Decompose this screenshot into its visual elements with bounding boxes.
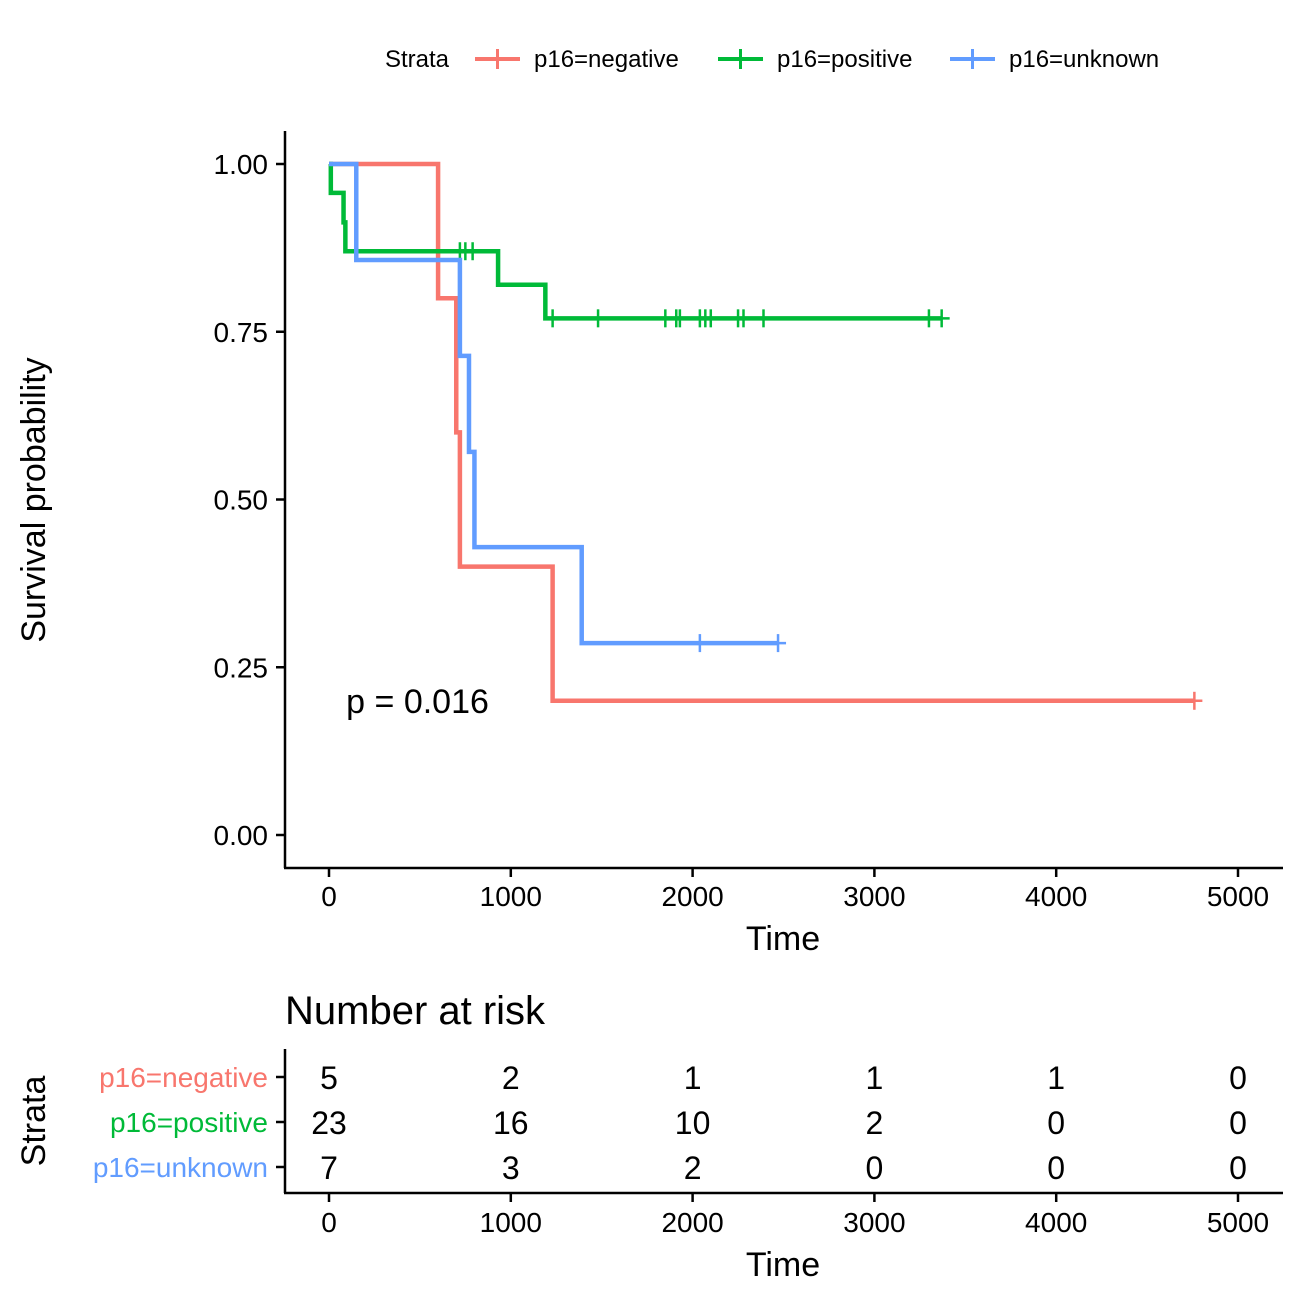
risk-row-label-positive: p16=positive [110, 1107, 268, 1138]
risk-count-unknown: 0 [1229, 1150, 1247, 1186]
x-tick-label: 5000 [1207, 881, 1269, 912]
survival-plot: 0.00 0.25 0.50 0.75 1.00 0 1000 2000 3000 4000 50… [15, 131, 1283, 958]
x-tick-label: 1000 [480, 881, 542, 912]
x-ticks: 0 1000 2000 3000 4000 5000 [321, 868, 1269, 912]
legend-label-negative: p16=negative [534, 46, 679, 73]
legend-entry-unknown: p16=unknown [950, 46, 1159, 73]
risk-count-positive: 23 [311, 1105, 347, 1141]
risk-x-tick-label: 5000 [1207, 1207, 1269, 1238]
risk-count-unknown: 7 [320, 1150, 338, 1186]
risk-count-unknown: 0 [866, 1150, 884, 1186]
risk-y-axis-title: Strata [15, 1076, 53, 1167]
risk-x-ticks: 0 1000 2000 3000 4000 5000 [321, 1193, 1269, 1238]
survival-curves [328, 161, 1203, 710]
legend-entry-positive: p16=positive [718, 46, 912, 73]
risk-count-unknown: 0 [1047, 1150, 1065, 1186]
p-value-annotation: p = 0.016 [346, 683, 489, 721]
risk-x-tick-label: 3000 [843, 1207, 905, 1238]
x-tick-label: 2000 [661, 881, 723, 912]
y-tick-label: 0.50 [214, 485, 269, 516]
risk-x-tick-label: 2000 [661, 1207, 723, 1238]
risk-count-negative: 1 [1047, 1060, 1065, 1096]
y-tick-label: 0.75 [214, 317, 269, 348]
legend-label-positive: p16=positive [777, 46, 912, 73]
risk-x-tick-label: 4000 [1025, 1207, 1087, 1238]
risk-count-negative: 2 [502, 1060, 520, 1096]
legend: Strata p16=negative p16=positive p16=unk… [385, 46, 1159, 73]
y-tick-label: 1.00 [214, 149, 269, 180]
risk-count-negative: 1 [684, 1060, 702, 1096]
legend-label-unknown: p16=unknown [1009, 46, 1159, 73]
legend-title: Strata [385, 46, 450, 73]
km-curve-unknown [329, 161, 779, 646]
risk-count-negative: 5 [320, 1060, 338, 1096]
km-curve-positive [328, 161, 942, 321]
y-axis-title: Survival probability [15, 357, 53, 642]
risk-x-tick-label: 1000 [480, 1207, 542, 1238]
risk-count-positive: 0 [1229, 1105, 1247, 1141]
legend-entry-negative: p16=negative [475, 46, 679, 73]
risk-x-tick-label: 0 [321, 1207, 337, 1238]
y-tick-label: 0.25 [214, 652, 269, 683]
risk-table-title: Number at risk [285, 989, 546, 1033]
risk-row-label-unknown: p16=unknown [93, 1152, 268, 1183]
risk-count-positive: 10 [675, 1105, 711, 1141]
risk-count-unknown: 2 [684, 1150, 702, 1186]
risk-table: Number at risk p16=negative 5 2 1 1 1 0p16=pos… [15, 989, 1283, 1284]
y-tick-label: 0.00 [214, 820, 269, 851]
risk-count-positive: 0 [1047, 1105, 1065, 1141]
risk-x-axis-title: Time [746, 1246, 820, 1284]
risk-count-unknown: 3 [502, 1150, 520, 1186]
risk-count-negative: 1 [866, 1060, 884, 1096]
risk-row-label-negative: p16=negative [99, 1062, 268, 1093]
km-curve-negative [329, 161, 1195, 704]
risk-count-positive: 2 [866, 1105, 884, 1141]
y-ticks: 0.00 0.25 0.50 0.75 1.00 [214, 149, 285, 851]
risk-count-negative: 0 [1229, 1060, 1247, 1096]
risk-count-positive: 16 [493, 1105, 529, 1141]
x-tick-label: 3000 [843, 881, 905, 912]
x-tick-label: 0 [321, 881, 337, 912]
x-axis-title: Time [746, 920, 820, 958]
x-tick-label: 4000 [1025, 881, 1087, 912]
